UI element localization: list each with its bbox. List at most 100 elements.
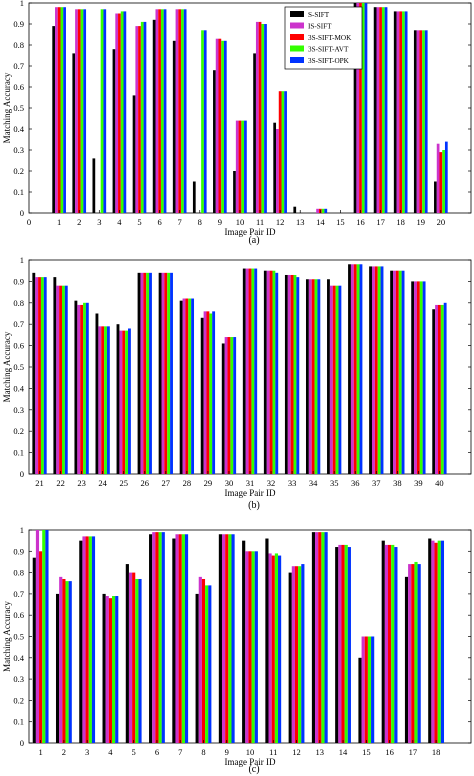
x-tick-label: 2 (62, 747, 66, 757)
x-tick-label: 40 (435, 478, 444, 488)
bar-3s-sift-opk-7 (183, 9, 187, 213)
bar-is-sift-13 (315, 532, 319, 743)
x-tick-label: 29 (204, 478, 213, 488)
bar-is-sift-36 (350, 264, 354, 474)
bar-3s-sift-avt-12 (281, 91, 285, 213)
bar-is-sift-6 (152, 532, 156, 743)
bar-3s-sift-mok-14 (341, 544, 345, 743)
x-tick-label: 12 (292, 747, 301, 757)
bar-is-sift-14 (338, 544, 342, 743)
bar-is-sift-15 (361, 636, 365, 743)
bar-3s-sift-opk-1 (45, 530, 49, 743)
bar-3s-sift-opk-14 (324, 208, 328, 213)
bar-is-sift-37 (371, 266, 375, 474)
y-tick-label: 1 (20, 0, 24, 8)
bar-3s-sift-opk-17 (384, 7, 388, 214)
x-tick-label: 8 (198, 217, 202, 227)
bar-s-sift-3 (92, 158, 96, 213)
bar-3s-sift-opk-29 (212, 311, 216, 474)
y-tick-label: 0.9 (13, 546, 24, 556)
x-tick-label: 24 (98, 478, 107, 488)
x-tick-label: 9 (225, 747, 229, 757)
bar-is-sift-3 (82, 536, 86, 743)
bar-s-sift-22 (53, 277, 57, 474)
bar-3s-sift-mok-16 (387, 544, 392, 743)
bar-3s-sift-avt-3 (88, 536, 92, 743)
x-tick-label: 14 (339, 747, 348, 757)
x-tick-label: 1 (57, 217, 61, 227)
bar-3s-sift-avt-16 (361, 3, 365, 213)
bar-is-sift-12 (291, 566, 295, 743)
bar-3s-sift-avt-40 (440, 304, 444, 474)
x-axis-label: Image Pair ID (225, 227, 276, 237)
y-tick-label: 0.6 (13, 82, 24, 92)
bar-s-sift-16 (381, 540, 385, 743)
bar-s-sift-4 (102, 593, 106, 743)
bar-3s-sift-avt-14 (321, 208, 325, 213)
x-tick-label: 33 (288, 478, 297, 488)
x-tick-label: 17 (409, 747, 418, 757)
bar-is-sift-7 (175, 9, 179, 213)
x-tick-label: 19 (417, 217, 426, 227)
bar-3s-sift-opk-20 (444, 141, 448, 213)
bar-3s-sift-mok-28 (185, 298, 189, 474)
y-tick-label: 0.6 (13, 610, 24, 620)
bar-3s-sift-avt-19 (422, 30, 425, 213)
bar-3s-sift-opk-3 (91, 536, 96, 743)
legend-entry: 3S-SIFT-OPK (308, 57, 350, 65)
bar-3s-sift-opk-2 (68, 581, 72, 743)
bar-s-sift-14 (335, 547, 339, 743)
bar-3s-sift-mok-11 (271, 555, 275, 743)
x-tick-label: 5 (132, 747, 136, 757)
bar-3s-sift-avt-34 (314, 279, 318, 474)
bar-is-sift-1 (35, 530, 40, 743)
bar-is-sift-33 (287, 274, 291, 474)
bar-3s-sift-mok-9 (218, 38, 222, 214)
bar-3s-sift-mok-36 (353, 264, 357, 474)
bar-3s-sift-avt-35 (335, 285, 339, 474)
bar-3s-sift-avt-24 (104, 326, 107, 474)
bar-s-sift-20 (434, 181, 437, 213)
bar-is-sift-6 (155, 9, 159, 213)
bar-3s-sift-opk-21 (43, 277, 47, 474)
bar-3s-sift-mok-4 (118, 13, 121, 213)
bar-3s-sift-mok-27 (164, 272, 168, 474)
bar-3s-sift-opk-6 (161, 532, 165, 743)
chart-panel-1: 0 0.1 0.2 0.3 0.4 0.5 0.6 0.7 0.8 0.9 1 Matching Ac… (2, 0, 472, 246)
x-tick-label: 10 (246, 747, 255, 757)
x-tick-label: 38 (393, 478, 402, 488)
bar-s-sift-40 (432, 309, 436, 474)
panel-label: (c) (248, 764, 259, 775)
bar-is-sift-31 (245, 268, 249, 474)
bar-s-sift-24 (95, 313, 99, 474)
x-tick-label: 15 (362, 747, 371, 757)
bar-3s-sift-avt-17 (381, 7, 385, 214)
bar-3s-sift-avt-2 (80, 9, 84, 213)
bar-s-sift-35 (327, 279, 330, 474)
bar-3s-sift-opk-31 (254, 268, 258, 474)
y-tick-label: 0.7 (13, 319, 24, 329)
bar-is-sift-38 (393, 270, 396, 474)
bar-3s-sift-mok-23 (80, 304, 84, 474)
bar-s-sift-19 (413, 30, 417, 213)
bar-is-sift-11 (268, 553, 272, 743)
x-tick-label: 21 (35, 478, 44, 488)
bar-3s-sift-avt-23 (83, 302, 86, 474)
bar-3s-sift-avt-36 (356, 264, 360, 474)
bar-s-sift-10 (242, 540, 246, 743)
y-tick-label: 0 (20, 738, 24, 748)
y-tick-label: 0.4 (13, 124, 24, 134)
bar-is-sift-17 (408, 564, 412, 743)
bar-3s-sift-opk-25 (128, 328, 131, 474)
legend-entry: 3S-SIFT-MOK (308, 34, 352, 42)
y-tick-label: 1 (20, 255, 24, 265)
bar-3s-sift-avt-18 (402, 11, 405, 214)
bar-s-sift-18 (428, 538, 432, 743)
bar-3s-sift-avt-1 (60, 7, 64, 214)
bar-s-sift-8 (192, 181, 196, 213)
bar-3s-sift-avt-38 (398, 270, 402, 474)
y-tick-label: 0.1 (13, 448, 24, 458)
bar-is-sift-23 (77, 304, 81, 474)
x-tick-label: 34 (309, 478, 318, 488)
